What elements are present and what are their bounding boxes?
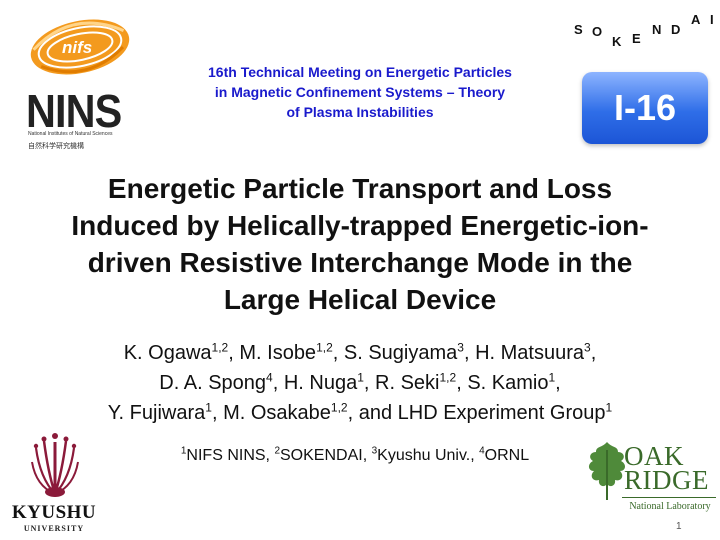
author-affiliation-mark: 3 xyxy=(584,340,591,355)
author-name: H. Matsuura xyxy=(475,342,585,364)
separator: , xyxy=(211,402,224,424)
author-name: and LHD Experiment Group xyxy=(358,402,606,424)
author-name: D. A. Spong xyxy=(159,372,267,394)
meeting-info: 16th Technical Meeting on Energetic Part… xyxy=(160,62,560,122)
affiliation-mark: 4 xyxy=(479,445,485,457)
author-affiliation-mark: 1 xyxy=(548,370,556,385)
author-affiliation-mark: 1 xyxy=(205,400,212,415)
sokendai-letter: I xyxy=(710,12,714,27)
author-affiliation-mark: 1,2 xyxy=(211,340,229,355)
separator: , xyxy=(362,447,372,464)
session-badge: I-16 xyxy=(582,72,708,144)
author-line-2: D. A. Spong4, H. Nuga1, R. Seki1,2, S. K… xyxy=(30,368,690,398)
kyushu-emblem-icon xyxy=(31,433,79,497)
separator: , xyxy=(272,372,284,394)
author-list: K. Ogawa1,2, M. Isobe1,2, S. Sugiyama3, … xyxy=(30,338,690,428)
page-number: 1 xyxy=(676,521,682,532)
author-name: H. Nuga xyxy=(283,372,358,394)
title-line-2: Induced by Helically-trapped Energetic-i… xyxy=(71,210,649,241)
author-affiliation-mark: 1,2 xyxy=(330,400,348,415)
sokendai-letter: E xyxy=(632,31,641,46)
author-name: Y. Fujiwara xyxy=(107,402,206,424)
kyushu-logo-name: KYUSHU xyxy=(11,502,97,523)
presentation-title: Energetic Particle Transport and Loss In… xyxy=(20,170,700,318)
nins-subtitle: National Institutes of Natural Sciences xyxy=(28,131,113,137)
nins-logo: NINS xyxy=(26,85,122,137)
oak-ridge-subtitle: National Laboratory xyxy=(629,501,711,512)
oak-leaf-icon xyxy=(588,442,626,500)
author-line-3: Y. Fujiwara1, M. Osakabe1,2, and LHD Exp… xyxy=(30,398,690,428)
separator: , xyxy=(363,372,376,394)
affiliation-name: ORNL xyxy=(484,447,530,464)
affiliation-name: SOKENDAI xyxy=(280,447,363,464)
title-line-3: driven Resistive Interchange Mode in the xyxy=(87,247,633,278)
author-name: S. Sugiyama xyxy=(343,342,458,364)
author-name: K. Ogawa xyxy=(123,342,212,364)
author-affiliation-mark: 1 xyxy=(605,400,613,415)
separator: , xyxy=(456,372,468,394)
separator: , xyxy=(347,402,359,424)
author-affiliation-mark: 1 xyxy=(357,370,364,385)
session-badge-label: I-16 xyxy=(613,87,677,128)
meeting-line-3: of Plasma Instabilities xyxy=(286,104,434,120)
sokendai-letter: N xyxy=(652,22,662,37)
affiliation-name: NIFS NINS xyxy=(186,447,266,464)
meeting-line-1: 16th Technical Meeting on Energetic Part… xyxy=(208,64,512,80)
oak-ridge-divider xyxy=(622,497,716,498)
oak-ridge-line-2: RIDGE xyxy=(624,465,709,495)
kyushu-logo-subtitle: UNIVERSITY xyxy=(23,524,85,533)
title-line-4: Large Helical Device xyxy=(223,284,497,315)
title-line-1: Energetic Particle Transport and Loss xyxy=(107,173,613,204)
affiliation-mark: 2 xyxy=(274,445,280,457)
separator: , xyxy=(470,447,480,464)
sokendai-letter: D xyxy=(671,22,681,37)
separator: , xyxy=(590,342,597,364)
oak-ridge-line-1: OAK xyxy=(624,441,684,471)
separator: , xyxy=(463,342,476,364)
nins-japanese-name: 自然科学研究機構 xyxy=(28,143,84,150)
separator: , xyxy=(555,372,561,394)
author-name: M. Osakabe xyxy=(223,402,331,424)
nifs-logo xyxy=(30,19,130,75)
author-affiliation-mark: 1,2 xyxy=(316,340,333,355)
sokendai-letter: A xyxy=(691,12,701,27)
author-name: S. Kamio xyxy=(467,372,549,394)
affiliation-name: Kyushu Univ. xyxy=(377,447,471,464)
author-name: R. Seki xyxy=(375,372,440,394)
sokendai-letter: K xyxy=(612,34,622,49)
separator: , xyxy=(265,447,275,464)
affiliation-list: 1NIFS NINS, 2SOKENDAI, 3Kyushu Univ., 4O… xyxy=(140,445,570,465)
author-line-1: K. Ogawa1,2, M. Isobe1,2, S. Sugiyama3, … xyxy=(30,338,690,368)
affiliation-mark: 1 xyxy=(180,445,187,457)
sokendai-letter: S xyxy=(574,22,583,37)
oak-ridge-logo-name: OAK RIDGE xyxy=(624,441,709,495)
sokendai-letter: O xyxy=(592,24,603,39)
author-affiliation-mark: 1,2 xyxy=(439,370,457,385)
nifs-logo-text: nifs xyxy=(62,38,93,57)
author-affiliation-mark: 4 xyxy=(266,370,273,385)
separator: , xyxy=(228,342,240,364)
separator: , xyxy=(332,342,344,364)
meeting-line-2: in Magnetic Confinement Systems – Theory xyxy=(214,84,506,100)
affiliation-mark: 3 xyxy=(371,445,378,457)
author-name: M. Isobe xyxy=(239,342,317,364)
author-affiliation-mark: 3 xyxy=(457,340,464,355)
